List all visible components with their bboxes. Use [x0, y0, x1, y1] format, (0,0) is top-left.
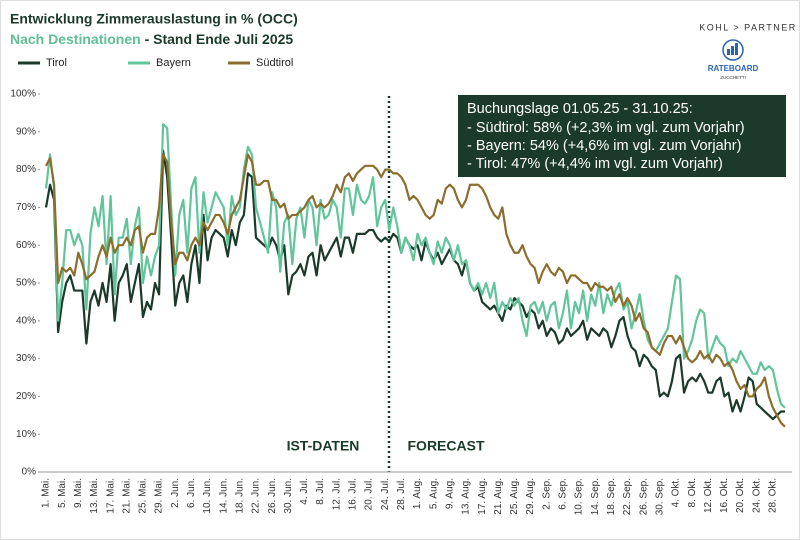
info-line: - Tirol: 47% (+4,4% im vgl. zum Vorjahr): [467, 156, 723, 172]
x-tick-label: 14. Jun.: [218, 478, 229, 514]
x-tick-label: 26. Sep.: [638, 478, 649, 515]
chart-subtitle: Nach Destinationen - Stand Ende Juli 202…: [10, 31, 293, 47]
series-line: [45, 153, 786, 428]
chart-title: Entwicklung Zimmerauslastung in % (OCC): [10, 11, 298, 27]
info-line: - Südtirol: 58% (+2,3% im vgl. zum Vorja…: [467, 120, 745, 136]
y-tick-label: 20%: [16, 391, 36, 402]
x-tick-label: 22. Jun.: [251, 478, 262, 514]
x-tick-label: 25. Aug.: [509, 478, 520, 515]
x-tick-label: 13. Mai.: [89, 478, 100, 514]
x-tick-label: 24. Okt.: [751, 478, 762, 513]
x-tick-label: 9. Mai.: [73, 478, 84, 508]
x-tick-label: 2. Sep.: [541, 478, 552, 510]
x-tick-label: 20. Okt.: [735, 478, 746, 513]
x-tick-label: 8. Okt.: [687, 478, 698, 507]
x-tick-label: 29. Mai.: [154, 478, 165, 514]
subtitle-text: - Stand Ende Juli 2025: [141, 31, 294, 47]
x-tick-label: 22. Sep.: [622, 478, 633, 515]
y-tick-label: 50%: [16, 278, 36, 289]
x-tick-label: 16. Jul.: [348, 478, 359, 510]
x-tick-label: 17. Mai.: [105, 478, 116, 514]
y-tick-label: 0%: [22, 467, 37, 478]
x-tick-label: 12. Okt.: [703, 478, 714, 513]
logo-brand: KOHL > PARTNER: [699, 22, 797, 32]
x-tick-label: 21. Mai.: [121, 478, 132, 514]
annotation: IST-DATEN: [287, 438, 360, 454]
x-tick-label: 5. Mai.: [57, 478, 68, 508]
info-box: [458, 95, 786, 177]
y-tick-label: 100%: [10, 89, 36, 100]
x-tick-label: 16. Okt.: [719, 478, 730, 513]
x-tick-label: 30. Jun.: [283, 478, 294, 514]
legend-label: Bayern: [156, 57, 191, 69]
x-tick-label: 4. Jul.: [299, 478, 310, 505]
x-tick-label: 30. Sep.: [654, 478, 665, 515]
x-tick-label: 17. Aug.: [477, 478, 488, 515]
x-tick-label: 28. Jul.: [396, 478, 407, 510]
legend-label: Südtirol: [256, 57, 293, 69]
y-tick-label: 90%: [16, 126, 36, 137]
x-tick-label: 25. Mai.: [138, 478, 149, 514]
legend-label: Tirol: [46, 57, 67, 69]
x-tick-label: 8. Jul.: [315, 478, 326, 505]
y-tick-label: 80%: [16, 164, 36, 175]
y-tick-label: 60%: [16, 240, 36, 251]
y-tick-label: 10%: [16, 429, 36, 440]
x-tick-label: 1. Mai.: [41, 478, 52, 508]
y-tick-label: 40%: [16, 315, 36, 326]
x-tick-label: 14. Sep.: [590, 478, 601, 515]
x-tick-label: 21. Aug.: [493, 478, 504, 515]
x-tick-label: 1. Aug.: [412, 478, 423, 509]
info-line: - Bayern: 54% (+4,6% im vgl. zum Vorjahr…: [467, 138, 741, 154]
x-tick-label: 9. Aug.: [444, 478, 455, 509]
logo-name: RATEBOARD: [708, 64, 759, 73]
x-tick-label: 24. Jul.: [380, 478, 391, 510]
x-tick-label: 12. Jul.: [331, 478, 342, 510]
x-tick-label: 26. Jun.: [267, 478, 278, 514]
series-line: [44, 123, 786, 409]
x-tick-label: 18. Jun.: [234, 478, 245, 514]
x-tick-label: 4. Okt.: [671, 478, 682, 507]
y-tick-label: 70%: [16, 202, 36, 213]
x-tick-label: 6. Jun.: [186, 478, 197, 508]
x-tick-label: 6. Sep.: [558, 478, 569, 510]
x-tick-label: 18. Sep.: [606, 478, 617, 515]
x-tick-label: 13. Aug.: [461, 478, 472, 515]
y-tick-label: 30%: [16, 353, 36, 364]
annotation: FORECAST: [408, 438, 485, 454]
subtitle-highlight: Nach Destinationen: [10, 31, 141, 47]
logo-icon: [722, 39, 744, 61]
info-title: Buchungslage 01.05.25 - 31.10.25:: [467, 101, 693, 117]
x-tick-label: 10. Jun.: [202, 478, 213, 514]
x-tick-label: 20. Jul.: [364, 478, 375, 510]
x-tick-label: 5. Aug.: [428, 478, 439, 509]
x-tick-label: 2. Jun.: [170, 478, 181, 508]
x-tick-label: 29. Aug.: [525, 478, 536, 515]
logo-sub: ZUCCHETTI: [720, 75, 746, 80]
x-tick-label: 10. Sep.: [574, 478, 585, 515]
x-tick-label: 28. Okt.: [768, 478, 779, 513]
